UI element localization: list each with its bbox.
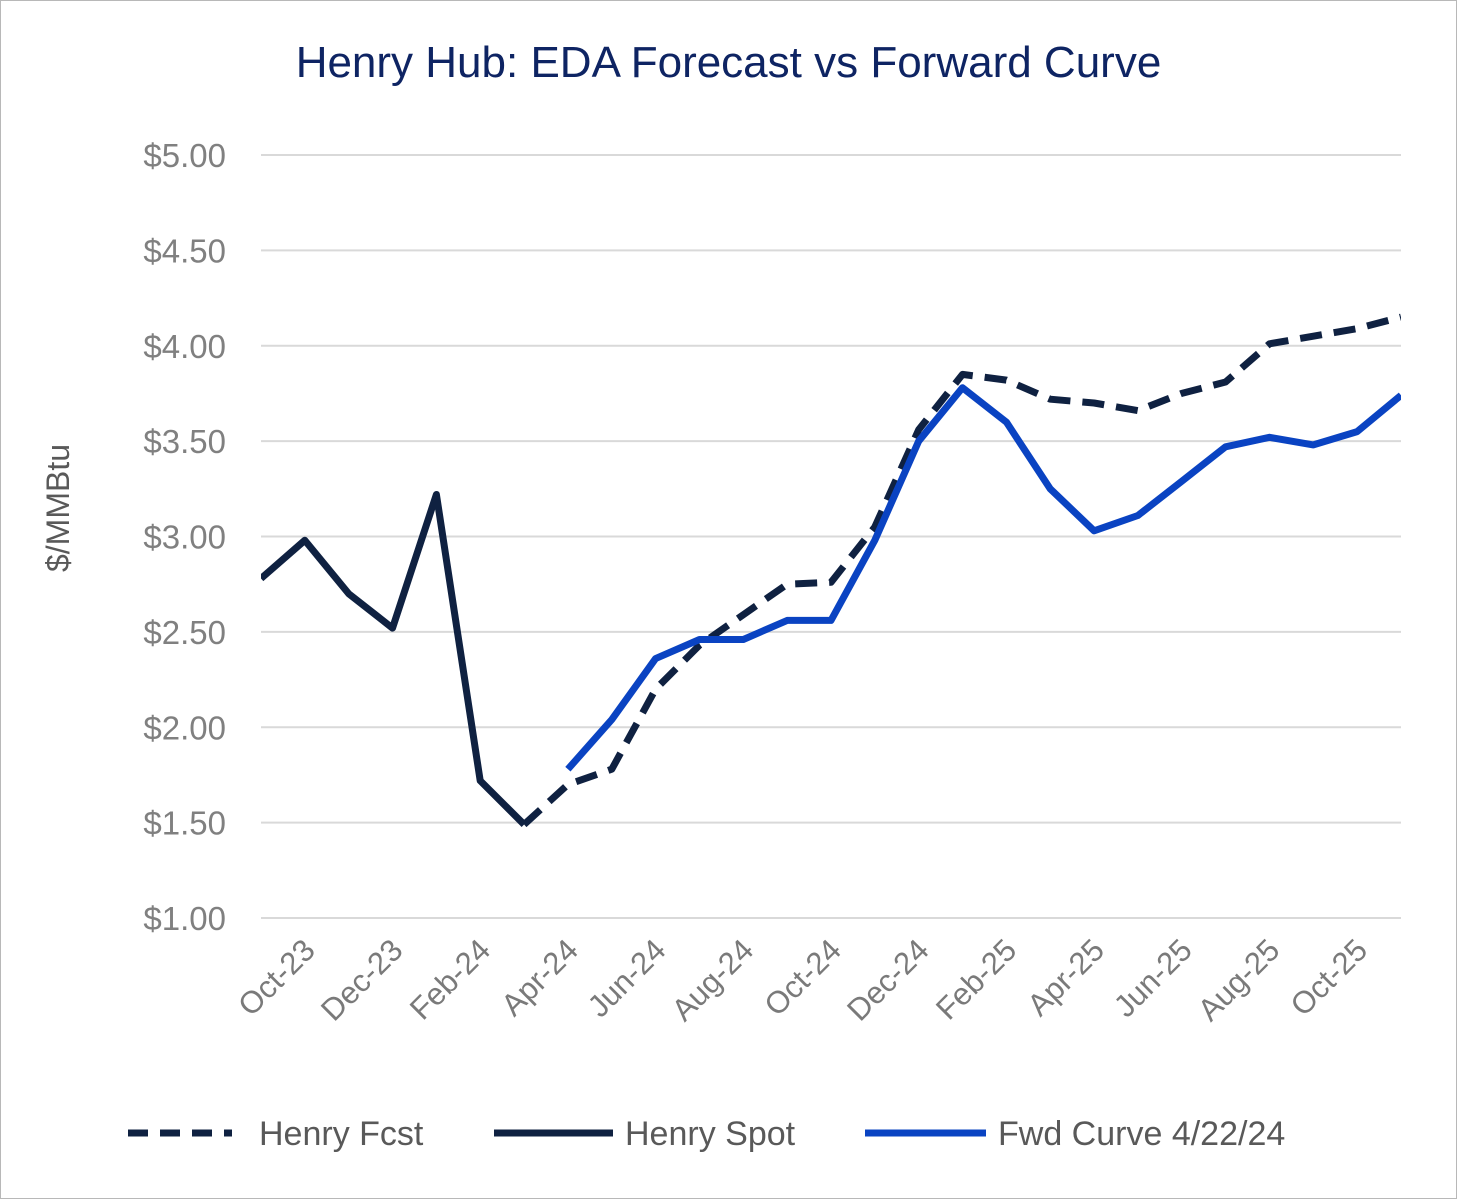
y-tick-label: $4.00	[143, 328, 226, 365]
y-tick-label: $5.00	[143, 137, 226, 174]
x-axis-ticks: Oct-23Dec-23Feb-24Apr-24Jun-24Aug-24Oct-…	[231, 932, 1374, 1027]
series-line-henry-spot	[261, 491, 527, 827]
x-tick-label: Jun-25	[1107, 932, 1199, 1024]
x-tick-label: Feb-25	[929, 932, 1023, 1026]
series-lines	[261, 313, 1401, 828]
y-tick-label: $1.00	[143, 900, 226, 937]
y-tick-label: $2.50	[143, 614, 226, 651]
y-tick-label: $3.50	[143, 423, 226, 460]
x-tick-label: Dec-23	[314, 932, 409, 1027]
y-axis-label: $/MMBtu	[40, 444, 76, 572]
y-tick-label: $1.50	[143, 805, 226, 842]
x-tick-label: Oct-25	[1284, 932, 1375, 1023]
legend-label-henry-fcst: Henry Fcst	[259, 1115, 424, 1153]
x-tick-label: Oct-24	[757, 932, 848, 1023]
x-tick-label: Dec-24	[840, 932, 935, 1027]
y-axis-ticks: $1.00 $1.50 $2.00 $2.50 $3.00 $3.50 $4.00 $4.50…	[143, 137, 226, 937]
x-tick-label: Jun-24	[581, 932, 673, 1024]
y-tick-label: $3.00	[143, 519, 226, 556]
y-tick-label: $2.00	[143, 709, 226, 746]
y-tick-label: $4.50	[143, 232, 226, 269]
legend: Henry Fcst Henry Spot Fwd Curve 4/22/24	[128, 1115, 1285, 1153]
series-line-fwd-curve-4-22-24	[565, 384, 1401, 772]
x-tick-label: Aug-24	[665, 932, 760, 1027]
legend-label-henry-spot: Henry Spot	[625, 1115, 796, 1153]
legend-label-fwd-curve: Fwd Curve 4/22/24	[998, 1115, 1285, 1153]
x-tick-label: Feb-24	[403, 932, 497, 1026]
x-tick-label: Oct-23	[231, 932, 322, 1023]
x-tick-label: Aug-25	[1191, 932, 1286, 1027]
grid-lines	[261, 154, 1401, 919]
series-line-henry-fcst	[521, 313, 1401, 828]
chart-title: Henry Hub: EDA Forecast vs Forward Curve	[295, 38, 1162, 87]
x-tick-label: Apr-25	[1020, 932, 1111, 1023]
x-tick-label: Apr-24	[494, 932, 585, 1023]
